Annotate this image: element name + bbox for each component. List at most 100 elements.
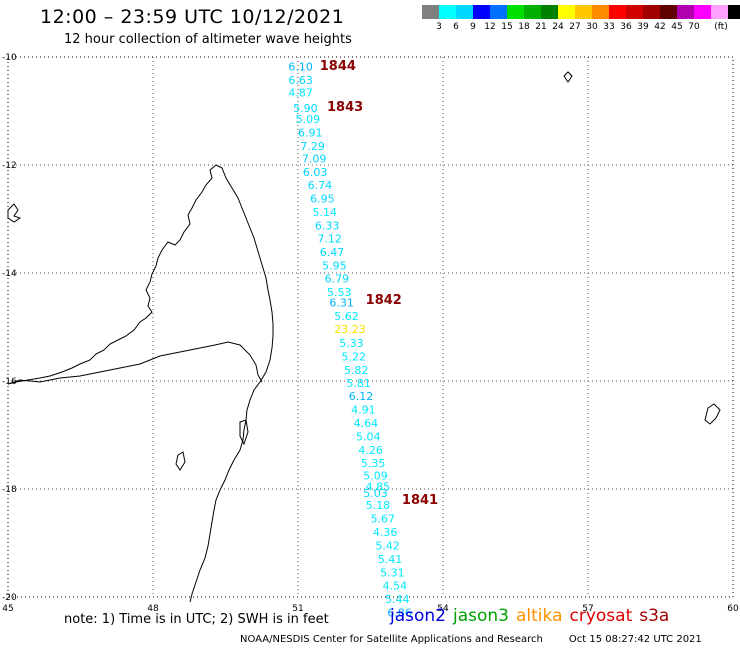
lon-tick-label: 60 bbox=[727, 604, 739, 614]
chart-title: 12:00 – 23:59 UTC 10/12/2021 bbox=[40, 6, 345, 28]
swh-value: 5.09 bbox=[363, 470, 388, 483]
pass-number-labels: 1844 1843 1842 1841 bbox=[320, 59, 438, 508]
pass-label: 1841 bbox=[402, 493, 438, 508]
lon-tick-label: 51 bbox=[292, 604, 303, 614]
colorbar-swatch bbox=[558, 5, 575, 19]
colorbar-label: 70 bbox=[688, 22, 700, 32]
swh-value: 7.09 bbox=[302, 153, 327, 166]
swh-values: 6.106.634.875.905.096.917.297.096.036.74… bbox=[288, 61, 412, 620]
swh-value: 5.41 bbox=[378, 553, 403, 566]
axis-tick-labels: 45 48 51 54 57 60 -10 -12 -14 -16 -18 -20 bbox=[2, 53, 739, 614]
swh-value: 5.03 bbox=[363, 487, 388, 500]
swh-value: 5.44 bbox=[385, 593, 410, 606]
swh-value: 4.26 bbox=[358, 444, 383, 457]
swh-value: 6.03 bbox=[303, 166, 328, 179]
pass-label: 1842 bbox=[366, 293, 402, 308]
swh-value: 4.36 bbox=[373, 526, 398, 539]
lon-tick-label: 48 bbox=[147, 604, 159, 614]
colorbar-label: 33 bbox=[603, 22, 615, 32]
swh-value: 7.12 bbox=[317, 232, 342, 245]
lat-tick-label: -10 bbox=[2, 53, 17, 63]
colorbar-swatch bbox=[507, 5, 524, 19]
swh-value: 6.31 bbox=[329, 297, 354, 310]
colorbar-label: (ft) bbox=[714, 22, 728, 32]
swh-value: 6.12 bbox=[349, 390, 374, 403]
swh-value: 4.64 bbox=[354, 417, 379, 430]
swh-value: 6.47 bbox=[320, 246, 345, 259]
colorbar-swatch bbox=[626, 5, 643, 19]
swh-value: 6.95 bbox=[310, 192, 335, 205]
swh-value: 5.62 bbox=[334, 310, 359, 323]
swh-value: 4.87 bbox=[288, 87, 313, 100]
swh-value: 5.67 bbox=[371, 513, 396, 526]
swh-value: 5.53 bbox=[327, 286, 352, 299]
pass-label: 1843 bbox=[327, 100, 363, 115]
chart-subtitle: 12 hour collection of altimeter wave hei… bbox=[64, 32, 352, 47]
swh-value: 5.33 bbox=[339, 337, 364, 350]
colorbar-label: 24 bbox=[552, 22, 564, 32]
swh-value: 6.10 bbox=[288, 61, 313, 74]
satellite-legend: jason2 jason3 altika cryosat s3a bbox=[390, 606, 676, 626]
swh-value: 6.86 bbox=[387, 607, 412, 620]
swh-colorbar bbox=[422, 5, 740, 19]
lat-lon-grid bbox=[8, 57, 733, 597]
colorbar-label: 30 bbox=[586, 22, 598, 32]
swh-value: 4.91 bbox=[351, 404, 376, 417]
swh-value: 6.91 bbox=[298, 127, 323, 140]
swh-value: 4.54 bbox=[383, 580, 408, 593]
swh-value: 5.22 bbox=[342, 351, 367, 364]
swh-value: 5.09 bbox=[296, 113, 321, 126]
swh-value: 5.90 bbox=[293, 102, 318, 115]
legend-item-cryosat: cryosat bbox=[569, 606, 633, 626]
colorbar-label: 15 bbox=[501, 22, 513, 32]
colorbar-label: 12 bbox=[484, 22, 496, 32]
swh-value: 6.79 bbox=[325, 272, 350, 285]
legend-item-jason2: jason2 bbox=[390, 606, 446, 626]
colorbar-label: 3 bbox=[436, 22, 442, 32]
swh-value: 6.63 bbox=[288, 74, 313, 87]
colorbar-label: 27 bbox=[569, 22, 581, 32]
swh-value: 6.74 bbox=[308, 179, 333, 192]
colorbar-swatch bbox=[490, 5, 507, 19]
colorbar-label: 45 bbox=[671, 22, 683, 32]
footer: NOAA/NESDIS Center for Satellite Applica… bbox=[240, 634, 702, 645]
footer-credit: NOAA/NESDIS Center for Satellite Applica… bbox=[240, 634, 543, 645]
colorbar-label: 9 bbox=[470, 22, 476, 32]
lat-tick-label: -12 bbox=[2, 161, 17, 171]
colorbar-swatch bbox=[694, 5, 711, 19]
swh-value: 5.81 bbox=[346, 377, 371, 390]
swh-value: 5.35 bbox=[361, 457, 386, 470]
colorbar-label: 39 bbox=[637, 22, 649, 32]
lat-tick-label: -16 bbox=[2, 377, 17, 387]
colorbar-swatch bbox=[711, 5, 728, 19]
madagascar-west-coast-south bbox=[7, 341, 263, 385]
legend-item-jason3: jason3 bbox=[453, 606, 509, 626]
colorbar-swatch bbox=[592, 5, 609, 19]
swh-value: 5.82 bbox=[344, 364, 369, 377]
colorbar-label: 21 bbox=[535, 22, 547, 32]
madagascar-coastline bbox=[189, 164, 274, 603]
coastline bbox=[7, 71, 721, 603]
lat-tick-label: -14 bbox=[2, 269, 17, 279]
mainland-fragment bbox=[7, 203, 22, 223]
map-frame-rect bbox=[7, 56, 734, 598]
legend-item-s3a: s3a bbox=[639, 606, 670, 626]
island-reunion bbox=[704, 403, 721, 425]
swh-value: 4.85 bbox=[366, 480, 391, 493]
madagascar-west-coast bbox=[7, 164, 217, 385]
colorbar-label: 42 bbox=[654, 22, 666, 32]
footer-timestamp: Oct 15 08:27:42 UTC 2021 bbox=[568, 634, 702, 645]
lon-tick-label: 54 bbox=[437, 604, 449, 614]
colorbar-swatch bbox=[609, 5, 626, 19]
swh-value: 23.23 bbox=[334, 323, 366, 336]
colorbar-swatch bbox=[575, 5, 592, 19]
swh-value: 5.31 bbox=[380, 567, 405, 580]
colorbar-label: 36 bbox=[620, 22, 632, 32]
lon-tick-label: 57 bbox=[582, 604, 593, 614]
colorbar-swatch bbox=[643, 5, 660, 19]
swh-value: 5.14 bbox=[313, 206, 338, 219]
map-frame bbox=[7, 56, 734, 598]
colorbar-swatch bbox=[473, 5, 490, 19]
pass-label: 1844 bbox=[320, 59, 356, 74]
colorbar-swatch bbox=[422, 5, 439, 19]
